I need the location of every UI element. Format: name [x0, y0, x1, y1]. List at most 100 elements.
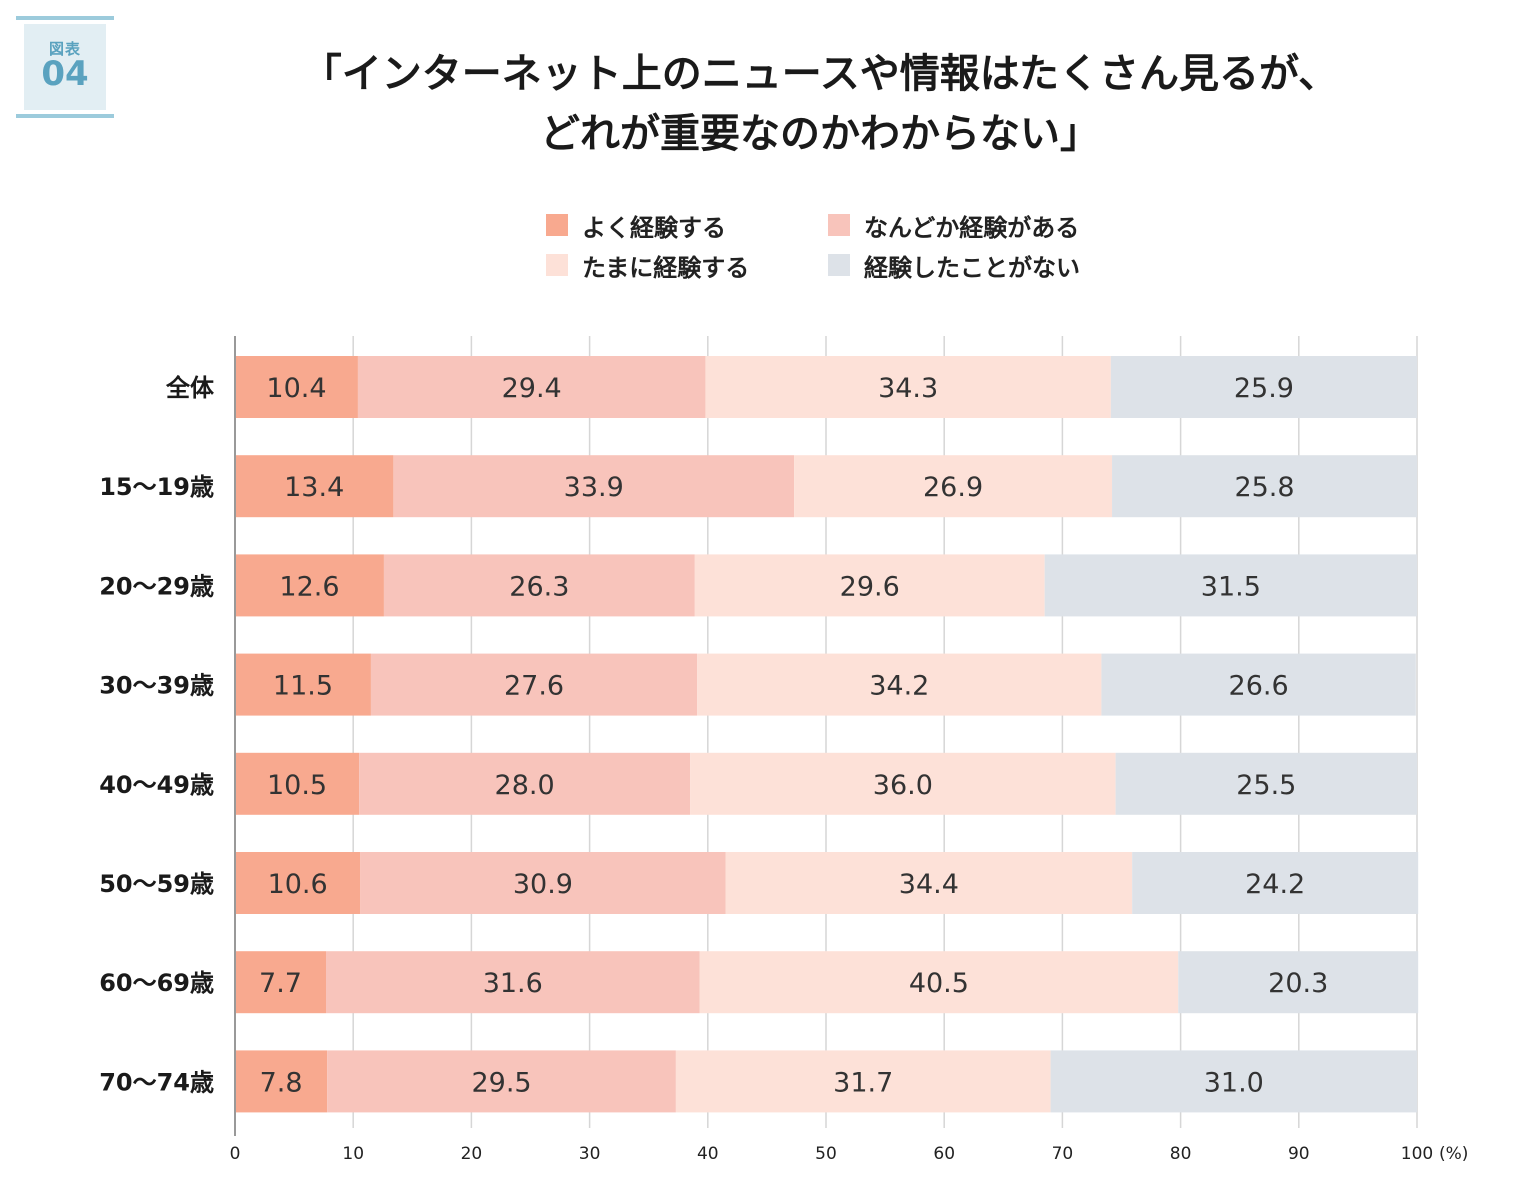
bar-segment	[725, 852, 1133, 914]
chart-bars: 全体 10.4 29.4 34.3 25.9 15〜19歳 13.4 33.9 26.9 25.8…	[99, 356, 1419, 1113]
data-label: 34.4	[899, 869, 959, 900]
bar-segment	[705, 356, 1111, 418]
bar-segment	[794, 455, 1113, 518]
figure-badge-inner: 図表 04	[24, 24, 106, 110]
bar-segment	[360, 852, 726, 914]
legend-item-3: たまに経験する	[546, 250, 749, 282]
x-tick-label-100: 100	[1401, 1144, 1433, 1164]
data-label: 34.3	[878, 373, 938, 404]
category-label: 40〜49歳	[99, 771, 214, 799]
data-label: 26.3	[509, 571, 569, 602]
x-tick-label-30: 30	[579, 1144, 601, 1164]
legend-label-2: なんどか経験がある	[864, 213, 1080, 242]
data-label: 20.3	[1268, 968, 1328, 999]
bar-segment	[675, 1050, 1051, 1113]
chart-title-line-2: どれが重要なのかわからない」	[540, 111, 1100, 157]
data-label: 29.5	[471, 1067, 531, 1098]
bar-segment	[235, 852, 361, 914]
data-label: 7.7	[259, 968, 302, 999]
badge-top-border	[16, 16, 114, 20]
x-tick-label-10: 10	[342, 1144, 364, 1164]
bar-segment	[699, 951, 1179, 1014]
x-tick-label-40: 40	[697, 1144, 719, 1164]
bar-segment	[1132, 852, 1419, 914]
legend-swatch-4	[828, 254, 850, 276]
legend-swatch-2	[828, 214, 850, 236]
x-tick-label-20: 20	[461, 1144, 483, 1164]
x-tick-label-90: 90	[1288, 1144, 1310, 1164]
category-label: 全体	[165, 374, 215, 402]
bar-segment	[235, 455, 394, 518]
bar-segment	[1050, 1050, 1417, 1113]
bar-segment	[1178, 951, 1419, 1014]
bar-segment	[697, 653, 1102, 716]
data-label: 33.9	[564, 472, 624, 503]
bar-segment	[1112, 455, 1417, 518]
data-label: 31.5	[1201, 571, 1261, 602]
chart-title-line-1: 「インターネット上のニュースや情報はたくさん見るが、	[301, 51, 1339, 97]
bar-segment	[1101, 653, 1416, 716]
legend-item-4: 経験したことがない	[828, 250, 1080, 282]
legend-swatch-1	[546, 214, 568, 236]
data-label: 11.5	[273, 671, 333, 702]
data-label: 40.5	[909, 968, 969, 999]
figure-badge-label: 図表	[48, 39, 81, 58]
bar-segment	[694, 554, 1045, 617]
bar-segment	[1115, 752, 1417, 815]
data-label: 24.2	[1245, 869, 1305, 900]
data-label: 7.8	[260, 1067, 303, 1098]
bar-segment	[235, 752, 360, 815]
bar-segment	[393, 455, 795, 518]
bar-segment	[359, 752, 691, 815]
data-label: 29.6	[840, 571, 900, 602]
data-label: 25.5	[1236, 770, 1296, 801]
category-label: 50〜59歳	[99, 870, 214, 898]
data-label: 34.2	[869, 671, 929, 702]
data-label: 31.0	[1204, 1067, 1264, 1098]
data-label: 12.6	[279, 571, 339, 602]
bar-segment	[383, 554, 695, 617]
legend-label-4: 経験したことがない	[864, 253, 1080, 282]
data-label: 26.9	[923, 472, 983, 503]
category-label: 60〜69歳	[99, 969, 214, 997]
category-label: 15〜19歳	[99, 473, 214, 501]
bar-segment	[357, 356, 706, 418]
data-label: 27.6	[504, 671, 564, 702]
data-label: 26.6	[1229, 671, 1289, 702]
bar-segment	[1110, 356, 1417, 418]
x-tick-label-0: 0	[230, 1144, 241, 1164]
badge-bottom-border	[16, 114, 114, 118]
data-label: 25.8	[1234, 472, 1294, 503]
data-label: 10.6	[268, 869, 328, 900]
bar-segment	[235, 1050, 328, 1113]
legend-swatch-3	[546, 254, 568, 276]
x-tick-label-50: 50	[815, 1144, 837, 1164]
data-label: 29.4	[502, 373, 562, 404]
data-label: 30.9	[513, 869, 573, 900]
category-label: 20〜29歳	[99, 572, 214, 600]
data-label: 31.6	[483, 968, 543, 999]
data-label: 31.7	[833, 1067, 893, 1098]
data-label: 25.9	[1234, 373, 1294, 404]
data-label: 28.0	[495, 770, 555, 801]
x-tick-label-80: 80	[1170, 1144, 1192, 1164]
bar-segment	[235, 653, 371, 716]
bar-segment	[690, 752, 1116, 815]
category-label: 70〜74歳	[99, 1068, 214, 1096]
legend-label-1: よく経験する	[582, 213, 726, 242]
data-label: 10.5	[267, 770, 327, 801]
data-label: 10.4	[266, 373, 326, 404]
x-tick-label-70: 70	[1052, 1144, 1074, 1164]
x-axis-unit: (%)	[1439, 1144, 1468, 1164]
category-label: 30〜39歳	[99, 672, 214, 700]
bar-segment	[235, 951, 327, 1014]
data-label: 36.0	[873, 770, 933, 801]
bar-segment	[235, 554, 384, 617]
bar-segment	[327, 1050, 676, 1113]
x-tick-label-60: 60	[933, 1144, 955, 1164]
bar-segment	[370, 653, 698, 716]
bar-segment	[326, 951, 700, 1014]
figure-badge-number: 04	[41, 54, 89, 95]
figure-badge: 図表 04	[16, 16, 114, 118]
